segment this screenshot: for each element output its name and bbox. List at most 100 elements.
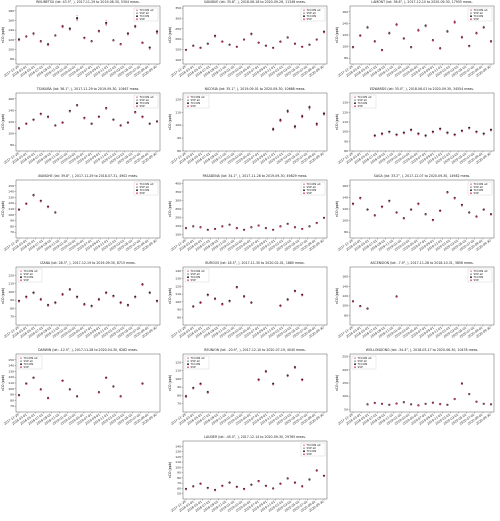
data-point [192,45,195,47]
legend-label: S5P all [307,11,317,15]
y-axis-label: xCO (ppb) [1,27,5,43]
y-tick-label: 80 [177,393,181,397]
data-point [221,41,224,43]
data-point [366,403,369,406]
data-point [105,107,107,110]
y-tick-label: 70 [177,402,181,406]
data-point [403,38,405,40]
y-tick-label: 140 [175,444,181,448]
data-point [25,36,28,38]
data-point [25,296,28,299]
legend-marker [470,276,472,279]
legend-label: S5P [140,191,146,195]
chart-title: TSUKUBA (lat: 36.1°, ), 2017-11-29 to 20… [36,87,140,91]
legend-marker [303,12,305,15]
data-point [439,128,441,131]
y-tick-label: 110 [175,110,181,114]
data-point [228,301,231,303]
data-point [257,42,260,44]
data-point [453,134,456,137]
data-point [301,379,304,382]
data-point [446,191,449,194]
legend-box [351,94,377,109]
y-tick-label: 70 [10,315,14,319]
data-point [25,123,28,126]
chart-panel: DARWIN (lat: -12.5°, ), 2017-11-28 to 20… [0,348,166,434]
data-point [185,396,187,398]
legend-box [300,442,326,457]
legend-marker [303,186,305,189]
legend-label: S5P all [474,11,484,15]
data-point [381,49,383,52]
data-point [410,209,412,211]
legend-label: TCCON [139,14,150,18]
y-tick-label: 120 [342,33,348,37]
data-point [388,404,391,406]
y-tick-label: 90 [10,219,14,223]
y-tick-label: 80 [10,57,14,61]
data-point [127,122,129,124]
data-point [236,287,238,289]
y-axis-label: xCO (ppb) [168,462,172,478]
data-point [47,44,49,46]
data-point [221,485,224,488]
data-point [199,47,202,50]
legend-box [300,181,326,196]
data-point [272,47,274,50]
data-point [352,301,354,303]
data-point [155,30,159,33]
y-tick-label: 120 [342,294,348,298]
y-tick-label: 90 [344,139,348,143]
data-point [323,475,325,478]
y-tick-label: 50 [177,492,181,496]
y-tick-label: 100 [8,213,14,217]
legend-marker [187,366,189,369]
y-tick-label: 80 [10,143,14,147]
data-point [105,19,107,22]
data-point [243,296,245,298]
y-tick-label: 80 [177,149,181,153]
data-point [279,225,282,228]
legend-marker [136,183,138,186]
legend-marker [470,9,472,12]
data-point [83,304,86,306]
data-point [250,302,253,305]
legend-label: TCCON all [23,356,38,360]
y-tick-label: 110 [342,120,348,124]
legend-label: S5P [474,191,480,195]
legend-box [467,7,493,22]
data-point [315,124,318,127]
y-tick-label: 100 [175,58,181,62]
legend-label: S5P all [140,11,150,15]
data-point [119,302,122,305]
data-point [308,44,311,46]
legend-label: TCCON all [23,269,38,273]
y-axis-label: xCO (ppb) [168,201,172,217]
chart-title: IZANA (lat: 28.3°, ), 2017-12-19 to 2019… [40,261,136,265]
data-point [206,43,209,45]
legend-box [300,7,326,22]
y-tick-label: 140 [8,108,14,112]
data-point [301,294,304,297]
data-point [39,389,42,391]
y-tick-label: 200 [342,368,348,372]
legend-marker [354,363,356,366]
legend-label: TCCON [190,362,201,366]
legend-label: S5P all [24,272,34,276]
data-point [301,228,304,231]
data-point [112,296,115,298]
legend-marker [470,183,472,186]
data-point [359,197,362,200]
legend-label: S5P all [358,98,368,102]
y-tick-label: 100 [8,132,14,136]
y-tick-label: 200 [175,37,181,41]
data-point [294,226,296,229]
y-tick-label: 90 [177,385,181,389]
legend-label: TCCON all [306,182,321,186]
legend-marker [187,276,189,279]
